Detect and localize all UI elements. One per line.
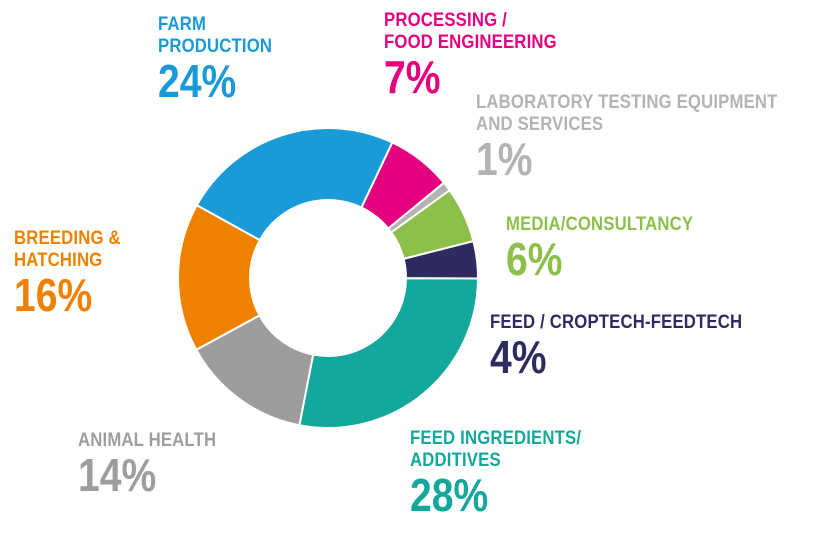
category-name: FARM PRODUCTION bbox=[158, 14, 273, 57]
category-name: FEED INGREDIENTS/ ADDITIVES bbox=[410, 428, 582, 471]
slice-label: ANIMAL HEALTH 14% bbox=[78, 430, 298, 498]
donut-slice bbox=[195, 127, 394, 242]
category-name: MEDIA/CONSULTANCY bbox=[506, 214, 694, 235]
value-label: 16% bbox=[14, 268, 93, 321]
category-name: PROCESSING / FOOD ENGINEERING bbox=[384, 10, 557, 53]
value-label: 24% bbox=[158, 54, 237, 107]
donut-slice bbox=[177, 203, 262, 352]
value-label: 7% bbox=[384, 50, 441, 103]
slice-label: LABORATORY TESTING EQUIPMENT AND SERVICE… bbox=[476, 92, 826, 182]
slice-label: FEED INGREDIENTS/ ADDITIVES 28% bbox=[410, 428, 620, 518]
value-label: 1% bbox=[476, 132, 533, 185]
value-label: 28% bbox=[410, 468, 489, 521]
slice-label: BREEDING & HATCHING 16% bbox=[14, 228, 154, 318]
donut-slice bbox=[298, 277, 480, 429]
category-name: ANIMAL HEALTH bbox=[78, 430, 217, 451]
slice-label: MEDIA/CONSULTANCY 6% bbox=[506, 214, 766, 282]
slice-label: FEED / CROPTECH-FEEDTECH 4% bbox=[490, 312, 810, 380]
value-label: 6% bbox=[506, 232, 563, 285]
value-label: 4% bbox=[490, 330, 547, 383]
category-name: LABORATORY TESTING EQUIPMENT AND SERVICE… bbox=[476, 92, 778, 135]
value-label: 14% bbox=[78, 448, 157, 501]
slice-label: PROCESSING / FOOD ENGINEERING 7% bbox=[384, 10, 584, 100]
slice-label: FARM PRODUCTION 24% bbox=[158, 14, 308, 104]
category-name: FEED / CROPTECH-FEEDTECH bbox=[490, 312, 743, 333]
category-name: BREEDING & HATCHING bbox=[14, 228, 121, 271]
